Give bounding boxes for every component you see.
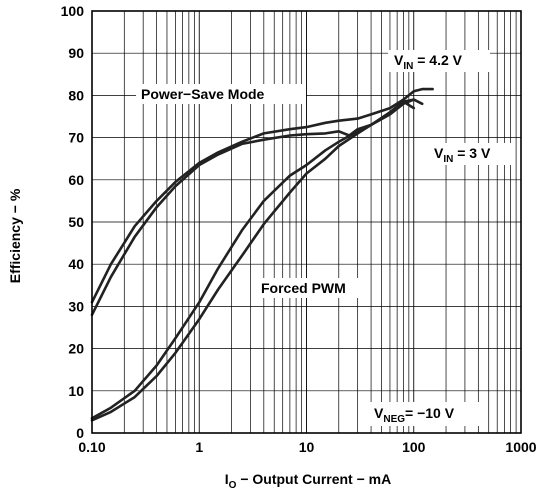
x-axis-label-rest: − Output Current − mA <box>236 471 391 487</box>
y-tick-label: 30 <box>68 298 84 314</box>
y-tick-label: 20 <box>68 341 84 357</box>
forced-pwm-label-bg <box>256 278 368 298</box>
grid <box>91 10 522 434</box>
y-axis-label: Efficiency − % <box>7 188 23 283</box>
vin-42-label-main: V <box>394 52 404 68</box>
series-line-forced-pwm-3 <box>90 98 416 422</box>
x-axis-label-sub: O <box>229 480 237 491</box>
vin-3-label-rest: = 3 V <box>453 145 491 161</box>
y-tick-label: 60 <box>68 172 84 188</box>
series-line-power-save-42 <box>90 87 434 304</box>
series-line-forced-pwm-42 <box>90 98 424 420</box>
power-save-label: Power−Save Mode <box>141 86 265 102</box>
forced-pwm-label: Forced PWM <box>261 280 346 296</box>
y-tick-label: 70 <box>68 130 84 146</box>
y-tick-label: 50 <box>68 214 84 230</box>
vin-3-label-sub: IN <box>443 154 453 165</box>
vneg-label-bg <box>368 402 488 426</box>
y-tick-label: 0 <box>76 425 84 441</box>
y-tick-label: 10 <box>68 383 84 399</box>
y-tick-label: 90 <box>68 45 84 61</box>
vin-3-label-main: V <box>434 145 444 161</box>
vin-3-label: VIN = 3 V <box>434 145 491 165</box>
plot-frame <box>91 10 522 434</box>
x-tick-label: 100 <box>402 439 426 455</box>
vneg-label-sub: NEG <box>383 414 405 425</box>
x-tick-label: 0.10 <box>78 439 105 455</box>
x-axis-label-main: I <box>225 471 229 487</box>
y-tick-label: 100 <box>61 3 85 19</box>
vin-42-label-rest: = 4.2 V <box>413 52 462 68</box>
x-tick-label: 10 <box>299 439 315 455</box>
vin-42-label-sub: IN <box>403 61 413 72</box>
power-save-label-bg <box>136 84 306 104</box>
series-curves <box>90 87 434 422</box>
vin-3-label-bg <box>428 143 514 165</box>
vneg-label: VNEG= −10 V <box>374 405 455 425</box>
x-tick-label: 1000 <box>505 439 536 455</box>
x-tick-labels: 0.10 1 10 100 1000 <box>78 439 536 455</box>
vneg-label-rest: = −10 V <box>405 405 455 421</box>
y-tick-label: 80 <box>68 87 84 103</box>
x-tick-label: 1 <box>195 439 203 455</box>
vin-42-label-bg <box>388 50 490 72</box>
y-tick-label: 40 <box>68 256 84 272</box>
vin-42-label: VIN = 4.2 V <box>394 52 463 72</box>
y-tick-labels: 0 10 20 30 40 50 60 70 80 90 100 <box>61 3 85 441</box>
vneg-label-main: V <box>374 405 384 421</box>
x-axis-label: IO − Output Current − mA <box>225 471 391 491</box>
